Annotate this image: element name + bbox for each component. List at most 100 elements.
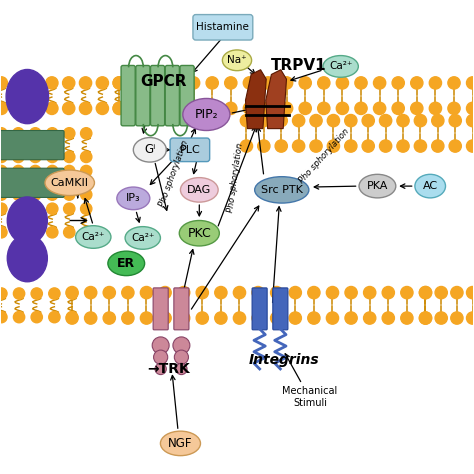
Circle shape	[64, 203, 75, 214]
Circle shape	[81, 128, 92, 139]
Circle shape	[308, 286, 320, 299]
Circle shape	[345, 140, 357, 152]
Circle shape	[419, 312, 432, 324]
Circle shape	[174, 350, 189, 364]
Polygon shape	[266, 70, 286, 128]
Circle shape	[29, 102, 41, 115]
Ellipse shape	[255, 177, 309, 203]
Circle shape	[140, 312, 153, 324]
Circle shape	[414, 115, 427, 127]
Circle shape	[206, 102, 219, 115]
Ellipse shape	[160, 431, 201, 456]
Circle shape	[419, 312, 432, 324]
Circle shape	[289, 312, 301, 324]
FancyBboxPatch shape	[252, 288, 267, 330]
Circle shape	[30, 227, 41, 238]
Circle shape	[258, 115, 270, 127]
Circle shape	[188, 77, 200, 89]
Circle shape	[66, 311, 78, 323]
Text: Pho sphorylation: Pho sphorylation	[226, 143, 245, 213]
Circle shape	[80, 77, 91, 89]
Circle shape	[0, 189, 7, 200]
Circle shape	[380, 140, 392, 152]
Circle shape	[0, 128, 7, 139]
Circle shape	[466, 140, 474, 152]
Circle shape	[81, 189, 92, 200]
Text: Ca²⁺: Ca²⁺	[82, 232, 105, 242]
Circle shape	[243, 102, 255, 115]
Circle shape	[46, 189, 58, 200]
FancyBboxPatch shape	[121, 65, 135, 126]
Circle shape	[178, 286, 190, 299]
Text: GPCR: GPCR	[141, 74, 187, 89]
Circle shape	[310, 115, 322, 127]
Circle shape	[397, 115, 409, 127]
Circle shape	[64, 189, 75, 200]
FancyBboxPatch shape	[193, 15, 253, 40]
FancyBboxPatch shape	[153, 288, 168, 330]
Ellipse shape	[76, 226, 111, 248]
Circle shape	[448, 102, 460, 115]
Circle shape	[292, 140, 305, 152]
Circle shape	[13, 128, 24, 139]
Circle shape	[419, 286, 432, 299]
Circle shape	[132, 77, 144, 89]
Circle shape	[466, 312, 474, 324]
Ellipse shape	[222, 50, 252, 71]
FancyBboxPatch shape	[180, 65, 194, 126]
Circle shape	[0, 203, 7, 214]
Circle shape	[240, 140, 253, 152]
Circle shape	[31, 288, 42, 299]
Circle shape	[122, 286, 134, 299]
Circle shape	[30, 128, 41, 139]
Circle shape	[29, 77, 41, 89]
Circle shape	[173, 337, 190, 354]
Circle shape	[30, 151, 41, 163]
Text: →TRK: →TRK	[147, 362, 190, 376]
Circle shape	[84, 312, 97, 324]
Ellipse shape	[179, 220, 219, 246]
Circle shape	[429, 77, 442, 89]
Text: PKC: PKC	[187, 227, 211, 240]
Circle shape	[432, 140, 444, 152]
Circle shape	[345, 115, 357, 127]
Circle shape	[355, 102, 367, 115]
Circle shape	[30, 189, 41, 200]
Ellipse shape	[117, 187, 150, 210]
Circle shape	[63, 77, 75, 89]
Circle shape	[49, 311, 60, 323]
Polygon shape	[246, 70, 266, 128]
Circle shape	[215, 312, 227, 324]
Circle shape	[113, 77, 125, 89]
Ellipse shape	[359, 174, 396, 198]
Ellipse shape	[6, 70, 48, 124]
Circle shape	[140, 286, 153, 299]
Circle shape	[262, 77, 274, 89]
Circle shape	[0, 165, 7, 177]
Circle shape	[401, 286, 413, 299]
Circle shape	[449, 140, 461, 152]
Circle shape	[96, 102, 109, 115]
Circle shape	[152, 337, 169, 354]
Text: Histamine: Histamine	[196, 22, 249, 32]
Circle shape	[281, 102, 293, 115]
Circle shape	[46, 128, 58, 139]
Circle shape	[103, 312, 115, 324]
Circle shape	[80, 102, 91, 115]
FancyBboxPatch shape	[165, 65, 179, 126]
Circle shape	[30, 165, 41, 177]
Circle shape	[275, 115, 287, 127]
Circle shape	[435, 286, 447, 299]
Circle shape	[451, 312, 463, 324]
Circle shape	[336, 77, 348, 89]
Circle shape	[150, 77, 163, 89]
Circle shape	[176, 363, 187, 374]
Circle shape	[13, 203, 24, 214]
Circle shape	[122, 312, 134, 324]
Ellipse shape	[323, 55, 358, 77]
Circle shape	[327, 286, 338, 299]
Circle shape	[327, 312, 338, 324]
Circle shape	[30, 203, 41, 214]
Circle shape	[196, 286, 209, 299]
Circle shape	[150, 102, 163, 115]
